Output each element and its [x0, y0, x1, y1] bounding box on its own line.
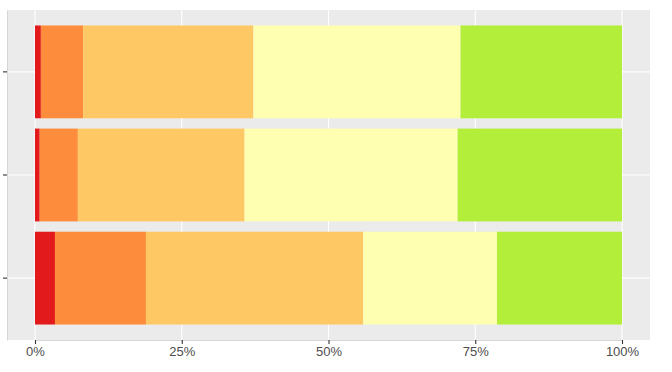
y-axis — [3, 11, 8, 341]
y-tick — [3, 71, 7, 72]
bar-segment — [78, 129, 245, 222]
x-tick-label: 0% — [26, 344, 45, 359]
panel-background — [7, 10, 650, 340]
bar-segment — [363, 232, 497, 325]
chart: 0% 25% 50% 75% 100% — [0, 0, 672, 372]
x-tick: 50% — [316, 340, 342, 359]
bar-segment — [35, 25, 41, 118]
bar-segment — [35, 129, 40, 222]
x-tick-label: 75% — [463, 344, 489, 359]
bar-segment — [497, 232, 622, 325]
x-tick: 0% — [26, 340, 45, 359]
bar-segment — [55, 232, 146, 325]
bars — [35, 25, 622, 324]
y-tick-mark — [3, 278, 7, 279]
y-axis-line — [7, 11, 8, 341]
bar-segment — [461, 25, 622, 118]
x-tick-label: 25% — [169, 344, 195, 359]
y-tick — [3, 175, 7, 176]
bar-segment — [83, 25, 253, 118]
bar-segment — [458, 129, 622, 222]
x-tick: 75% — [463, 340, 489, 359]
y-tick — [3, 278, 7, 279]
bar-segment — [40, 129, 78, 222]
x-tick-label: 50% — [316, 344, 342, 359]
x-tick-label: 100% — [606, 344, 640, 359]
bar-segment — [41, 25, 83, 118]
bar-segment — [245, 129, 458, 222]
series — [458, 25, 622, 324]
y-tick-mark — [3, 174, 7, 175]
bar-segment — [146, 232, 363, 325]
x-axis: 0% 25% 50% 75% 100% — [26, 340, 639, 359]
x-tick: 25% — [169, 340, 195, 359]
x-tick: 100% — [606, 340, 640, 359]
bar-segment — [35, 232, 55, 325]
grid — [7, 10, 650, 340]
bar-segment — [253, 25, 460, 118]
y-tick-mark — [3, 71, 7, 72]
